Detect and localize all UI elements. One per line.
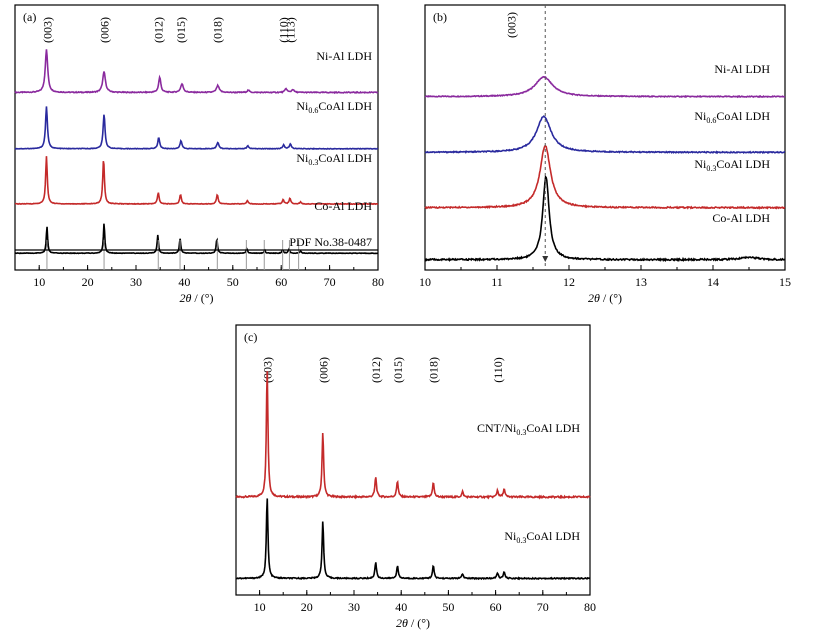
- series-label-main: Ni: [296, 151, 309, 165]
- series-label-subscript: 0.3: [308, 158, 318, 167]
- x-axis-unit: / (°): [408, 616, 430, 630]
- x-tick-label: 80: [584, 600, 596, 614]
- x-tick-label: 50: [442, 600, 454, 614]
- panel-label: (c): [244, 330, 257, 344]
- series-label-subscript: 0.3: [516, 536, 526, 545]
- series-label-main: Ni: [504, 529, 517, 543]
- reference-label: PDF No.38-0487: [289, 235, 372, 249]
- x-tick-label: 60: [490, 600, 502, 614]
- series-label-rest: CoAl LDH: [526, 529, 580, 543]
- x-tick-label: 14: [707, 275, 719, 289]
- x-tick-label: 40: [395, 600, 407, 614]
- x-tick-label: 11: [491, 275, 503, 289]
- x-axis-label: 2θ / (°): [179, 291, 213, 305]
- x-tick-label: 10: [419, 275, 431, 289]
- series-label-subscript: 0.3: [706, 164, 716, 173]
- series-line: [424, 75, 786, 99]
- x-tick-label: 15: [779, 275, 791, 289]
- series-label-rest: CoAl LDH: [526, 421, 580, 435]
- series-label-main: Ni-Al LDH: [316, 49, 372, 63]
- hkl-label: (006): [98, 17, 112, 43]
- series-label: Ni0.3CoAl LDH: [694, 157, 770, 173]
- series-line: [424, 115, 786, 155]
- hkl-label: (012): [369, 357, 383, 383]
- series-label-main: Co-Al LDH: [712, 211, 770, 225]
- panel-c-chart: 10 20 30 40 50 60 70 80 2θ / (°) (c) (003) (006) (01…: [235, 324, 596, 630]
- series-label-main: Ni-Al LDH: [714, 62, 770, 76]
- plot-frame: [14, 4, 379, 271]
- hkl-label: (012): [152, 17, 166, 43]
- panel-label: (b): [433, 10, 447, 24]
- series-label: Co-Al LDH: [712, 211, 770, 225]
- x-axis-symbol: 2θ: [179, 291, 191, 305]
- hkl-label: (015): [391, 357, 405, 383]
- x-tick-label: 20: [82, 275, 94, 289]
- x-tick-label: 10: [254, 600, 266, 614]
- hkl-label: (018): [210, 17, 224, 43]
- x-axis-unit: / (°): [191, 291, 213, 305]
- series-label-rest: CoAl LDH: [716, 109, 770, 123]
- series-label: CNT/Ni0.3CoAl LDH: [477, 421, 580, 437]
- x-axis-label: 2θ / (°): [588, 291, 622, 305]
- arrow-icon: [542, 256, 549, 262]
- series-line: [424, 174, 786, 263]
- panel-label: (a): [23, 10, 36, 24]
- x-axis-symbol: 2θ: [588, 291, 600, 305]
- plot-frame: [235, 324, 591, 596]
- series-label: Ni-Al LDH: [714, 62, 770, 76]
- x-tick-label: 30: [348, 600, 360, 614]
- x-tick-label: 10: [33, 275, 45, 289]
- series-line: [15, 156, 379, 206]
- x-tick-label: 20: [301, 600, 313, 614]
- hkl-label: (110): [277, 17, 291, 43]
- series-line: [14, 106, 379, 151]
- series-label-rest: CoAl LDH: [318, 151, 372, 165]
- x-tick-label: 30: [130, 275, 142, 289]
- series-line: [424, 144, 786, 210]
- x-axis-label: 2θ / (°): [396, 616, 430, 630]
- series-label-rest: CoAl LDH: [318, 99, 372, 113]
- series-label: Ni0.3CoAl LDH: [296, 151, 372, 167]
- x-tick-label: 70: [324, 275, 336, 289]
- x-tick-label: 60: [275, 275, 287, 289]
- x-tick-label: 40: [178, 275, 190, 289]
- hkl-label: (003): [40, 17, 54, 43]
- x-tick-label: 80: [372, 275, 384, 289]
- series-label: Ni0.3CoAl LDH: [504, 529, 580, 545]
- series-label: Ni0.6CoAl LDH: [296, 99, 372, 115]
- series-line: [235, 371, 591, 500]
- panel-a-chart: 10 20 30 40 50 60 70 80 2θ / (°) (a) (003) (006) (01…: [14, 4, 384, 305]
- series-label-main: Ni: [694, 109, 707, 123]
- series-line: [235, 498, 591, 581]
- series-label: Co-Al LDH: [314, 199, 372, 213]
- plot-frame: [424, 4, 786, 271]
- series-line: [14, 223, 379, 255]
- series-label: Ni-Al LDH: [316, 49, 372, 63]
- x-tick-label: 70: [537, 600, 549, 614]
- hkl-label: (006): [316, 357, 330, 383]
- hkl-label: (110): [491, 357, 505, 383]
- hkl-label: (018): [426, 357, 440, 383]
- series-label-main: Ni: [694, 157, 707, 171]
- series-label-subscript: 0.6: [706, 116, 716, 125]
- hkl-label: (003): [261, 357, 275, 383]
- hkl-label: (113): [283, 17, 297, 43]
- series-label: Ni0.6CoAl LDH: [694, 109, 770, 125]
- series-line: [14, 49, 379, 95]
- hkl-label: (015): [174, 17, 188, 43]
- hkl-label: (003): [504, 12, 518, 38]
- x-tick-label: 12: [563, 275, 575, 289]
- x-axis-unit: / (°): [600, 291, 622, 305]
- x-tick-label: 13: [635, 275, 647, 289]
- series-label-main: Co-Al LDH: [314, 199, 372, 213]
- series-label-rest: CoAl LDH: [716, 157, 770, 171]
- series-label-main: Ni: [296, 99, 309, 113]
- x-axis-symbol: 2θ: [396, 616, 408, 630]
- x-tick-label: 50: [227, 275, 239, 289]
- series-label-subscript: 0.6: [308, 106, 318, 115]
- series-label-main: CNT/Ni: [477, 421, 517, 435]
- series-label-subscript: 0.3: [516, 428, 526, 437]
